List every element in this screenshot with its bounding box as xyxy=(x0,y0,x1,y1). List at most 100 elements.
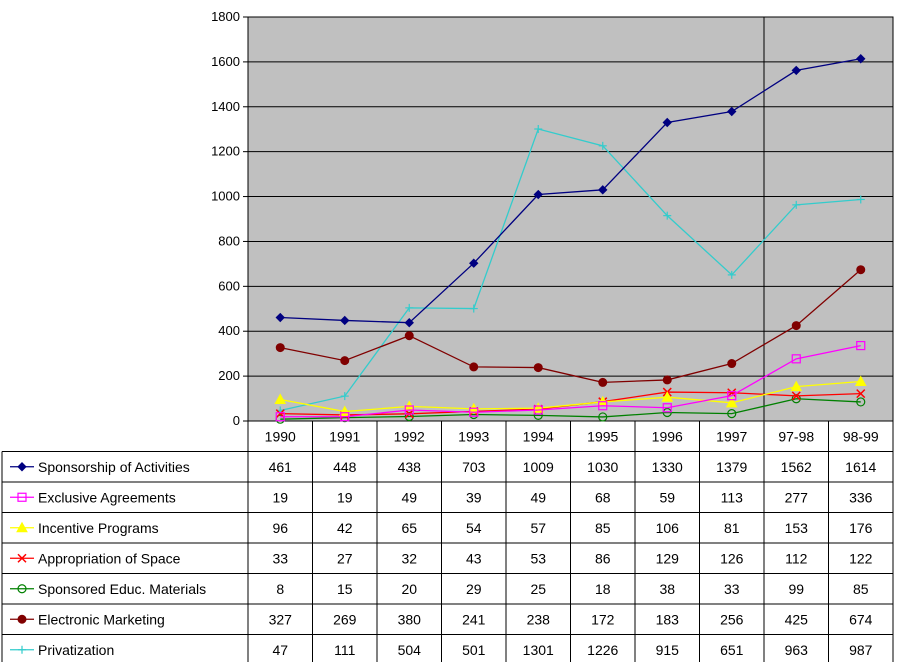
data-cell-6-8: 963 xyxy=(785,642,809,658)
series-line-0 xyxy=(280,58,861,324)
point-5-7 xyxy=(727,359,737,369)
data-cell-3-7: 126 xyxy=(720,550,744,566)
category-label-2: 1992 xyxy=(394,428,425,444)
series-line-2 xyxy=(280,380,861,413)
data-cell-6-1: 111 xyxy=(334,642,355,658)
data-cell-6-5: 1226 xyxy=(587,642,618,658)
series-5 xyxy=(275,265,866,387)
point-1-5 xyxy=(598,401,608,411)
data-cell-0-6: 1330 xyxy=(652,459,683,475)
point-5-3 xyxy=(469,362,479,372)
data-cell-2-6: 106 xyxy=(656,520,680,536)
data-cell-1-0: 19 xyxy=(272,489,288,505)
data-cell-5-7: 256 xyxy=(720,611,744,627)
data-cell-4-1: 15 xyxy=(337,581,353,597)
data-cell-5-5: 172 xyxy=(591,611,615,627)
data-cell-3-9: 122 xyxy=(849,550,873,566)
data-cell-6-7: 651 xyxy=(720,642,744,658)
point-4-7 xyxy=(727,408,737,419)
table-row-3: Appropriation of Space 33 27 32 43 53 86 129 126… xyxy=(10,550,873,566)
point-6-9 xyxy=(856,195,865,204)
data-cell-2-8: 153 xyxy=(785,520,809,536)
point-0-0 xyxy=(275,312,285,323)
ytick-label-1000: 1000 xyxy=(211,189,240,204)
data-cell-2-1: 42 xyxy=(337,520,353,536)
category-label-7: 1997 xyxy=(716,428,747,444)
table-row-0: Sponsorship of Activities 461 448 438 703 100… xyxy=(10,459,877,475)
data-cell-4-8: 99 xyxy=(788,581,804,597)
data-cell-2-7: 81 xyxy=(724,520,740,536)
data-cell-6-6: 915 xyxy=(656,642,680,658)
data-cell-3-5: 86 xyxy=(595,550,611,566)
point-2-7 xyxy=(725,396,738,408)
point-1-6 xyxy=(662,403,672,413)
point-6-3 xyxy=(469,304,478,313)
point-2-6 xyxy=(661,391,674,402)
category-label-1: 1991 xyxy=(329,428,360,444)
series-line-5 xyxy=(280,269,862,384)
data-cell-1-4: 49 xyxy=(530,489,546,505)
plot-background xyxy=(247,16,894,422)
data-cell-1-8: 277 xyxy=(785,489,809,505)
series-name-5: Electronic Marketing xyxy=(38,611,165,627)
data-cell-1-6: 59 xyxy=(659,489,675,505)
point-2-9 xyxy=(854,375,867,386)
data-cell-6-2: 504 xyxy=(398,642,422,658)
category-label-3: 1993 xyxy=(458,428,489,444)
point-3-9 xyxy=(856,389,866,399)
category-label-0: 1990 xyxy=(265,428,296,444)
point-1-7 xyxy=(727,391,737,401)
data-cell-4-5: 18 xyxy=(595,581,611,597)
series-line-4 xyxy=(280,398,861,420)
data-cell-0-0: 461 xyxy=(269,459,293,475)
point-6-6 xyxy=(663,211,672,220)
data-cell-4-4: 25 xyxy=(530,581,546,597)
point-0-3 xyxy=(469,258,479,268)
data-cell-5-0: 327 xyxy=(269,611,293,627)
point-2-0 xyxy=(274,393,287,404)
data-cell-1-2: 49 xyxy=(401,489,417,505)
data-cell-2-4: 57 xyxy=(530,520,546,536)
point-1-2 xyxy=(404,405,414,415)
series-line-1 xyxy=(280,344,861,418)
data-cell-2-2: 65 xyxy=(401,520,417,536)
point-0-7 xyxy=(727,106,737,117)
data-cell-0-3: 703 xyxy=(462,459,486,475)
data-cell-5-4: 238 xyxy=(527,611,551,627)
point-1-3 xyxy=(469,407,479,417)
series-name-1: Exclusive Agreements xyxy=(38,489,176,505)
data-cell-0-9: 1614 xyxy=(845,459,876,475)
data-cell-1-1: 19 xyxy=(337,489,353,505)
data-cell-3-8: 112 xyxy=(785,550,808,566)
legend-key-marker-4 xyxy=(17,584,27,594)
point-1-8 xyxy=(791,354,801,364)
point-6-7 xyxy=(727,270,736,279)
point-5-9 xyxy=(856,265,866,275)
data-cell-6-9: 987 xyxy=(849,642,873,658)
data-cell-4-2: 20 xyxy=(401,581,417,597)
legend-key-marker-2 xyxy=(16,521,28,533)
category-label-4: 1994 xyxy=(523,428,554,444)
point-0-5 xyxy=(598,185,608,195)
data-cell-6-4: 1301 xyxy=(523,642,554,658)
data-cell-3-3: 43 xyxy=(466,550,482,566)
series-name-2: Incentive Programs xyxy=(38,520,159,536)
data-cell-6-0: 47 xyxy=(272,642,288,658)
data-cell-0-8: 1562 xyxy=(781,459,812,475)
point-0-4 xyxy=(533,189,543,200)
data-cell-0-2: 438 xyxy=(398,459,422,475)
data-cell-5-1: 269 xyxy=(333,611,357,627)
category-label-6: 1996 xyxy=(652,428,683,444)
point-0-2 xyxy=(404,317,414,328)
data-cell-4-0: 8 xyxy=(276,581,284,597)
point-0-9 xyxy=(856,54,866,64)
data-cell-1-5: 68 xyxy=(595,489,611,505)
data-cell-0-5: 1030 xyxy=(587,459,618,475)
data-cell-5-3: 241 xyxy=(462,611,486,627)
ytick-label-600: 600 xyxy=(218,278,240,293)
ytick-label-800: 800 xyxy=(218,233,240,248)
data-cell-4-6: 38 xyxy=(659,581,675,597)
data-cell-3-1: 27 xyxy=(337,550,353,566)
point-0-6 xyxy=(662,117,672,128)
table-row-5: Electronic Marketing 327 269 380 241 238 172 18… xyxy=(10,611,873,627)
